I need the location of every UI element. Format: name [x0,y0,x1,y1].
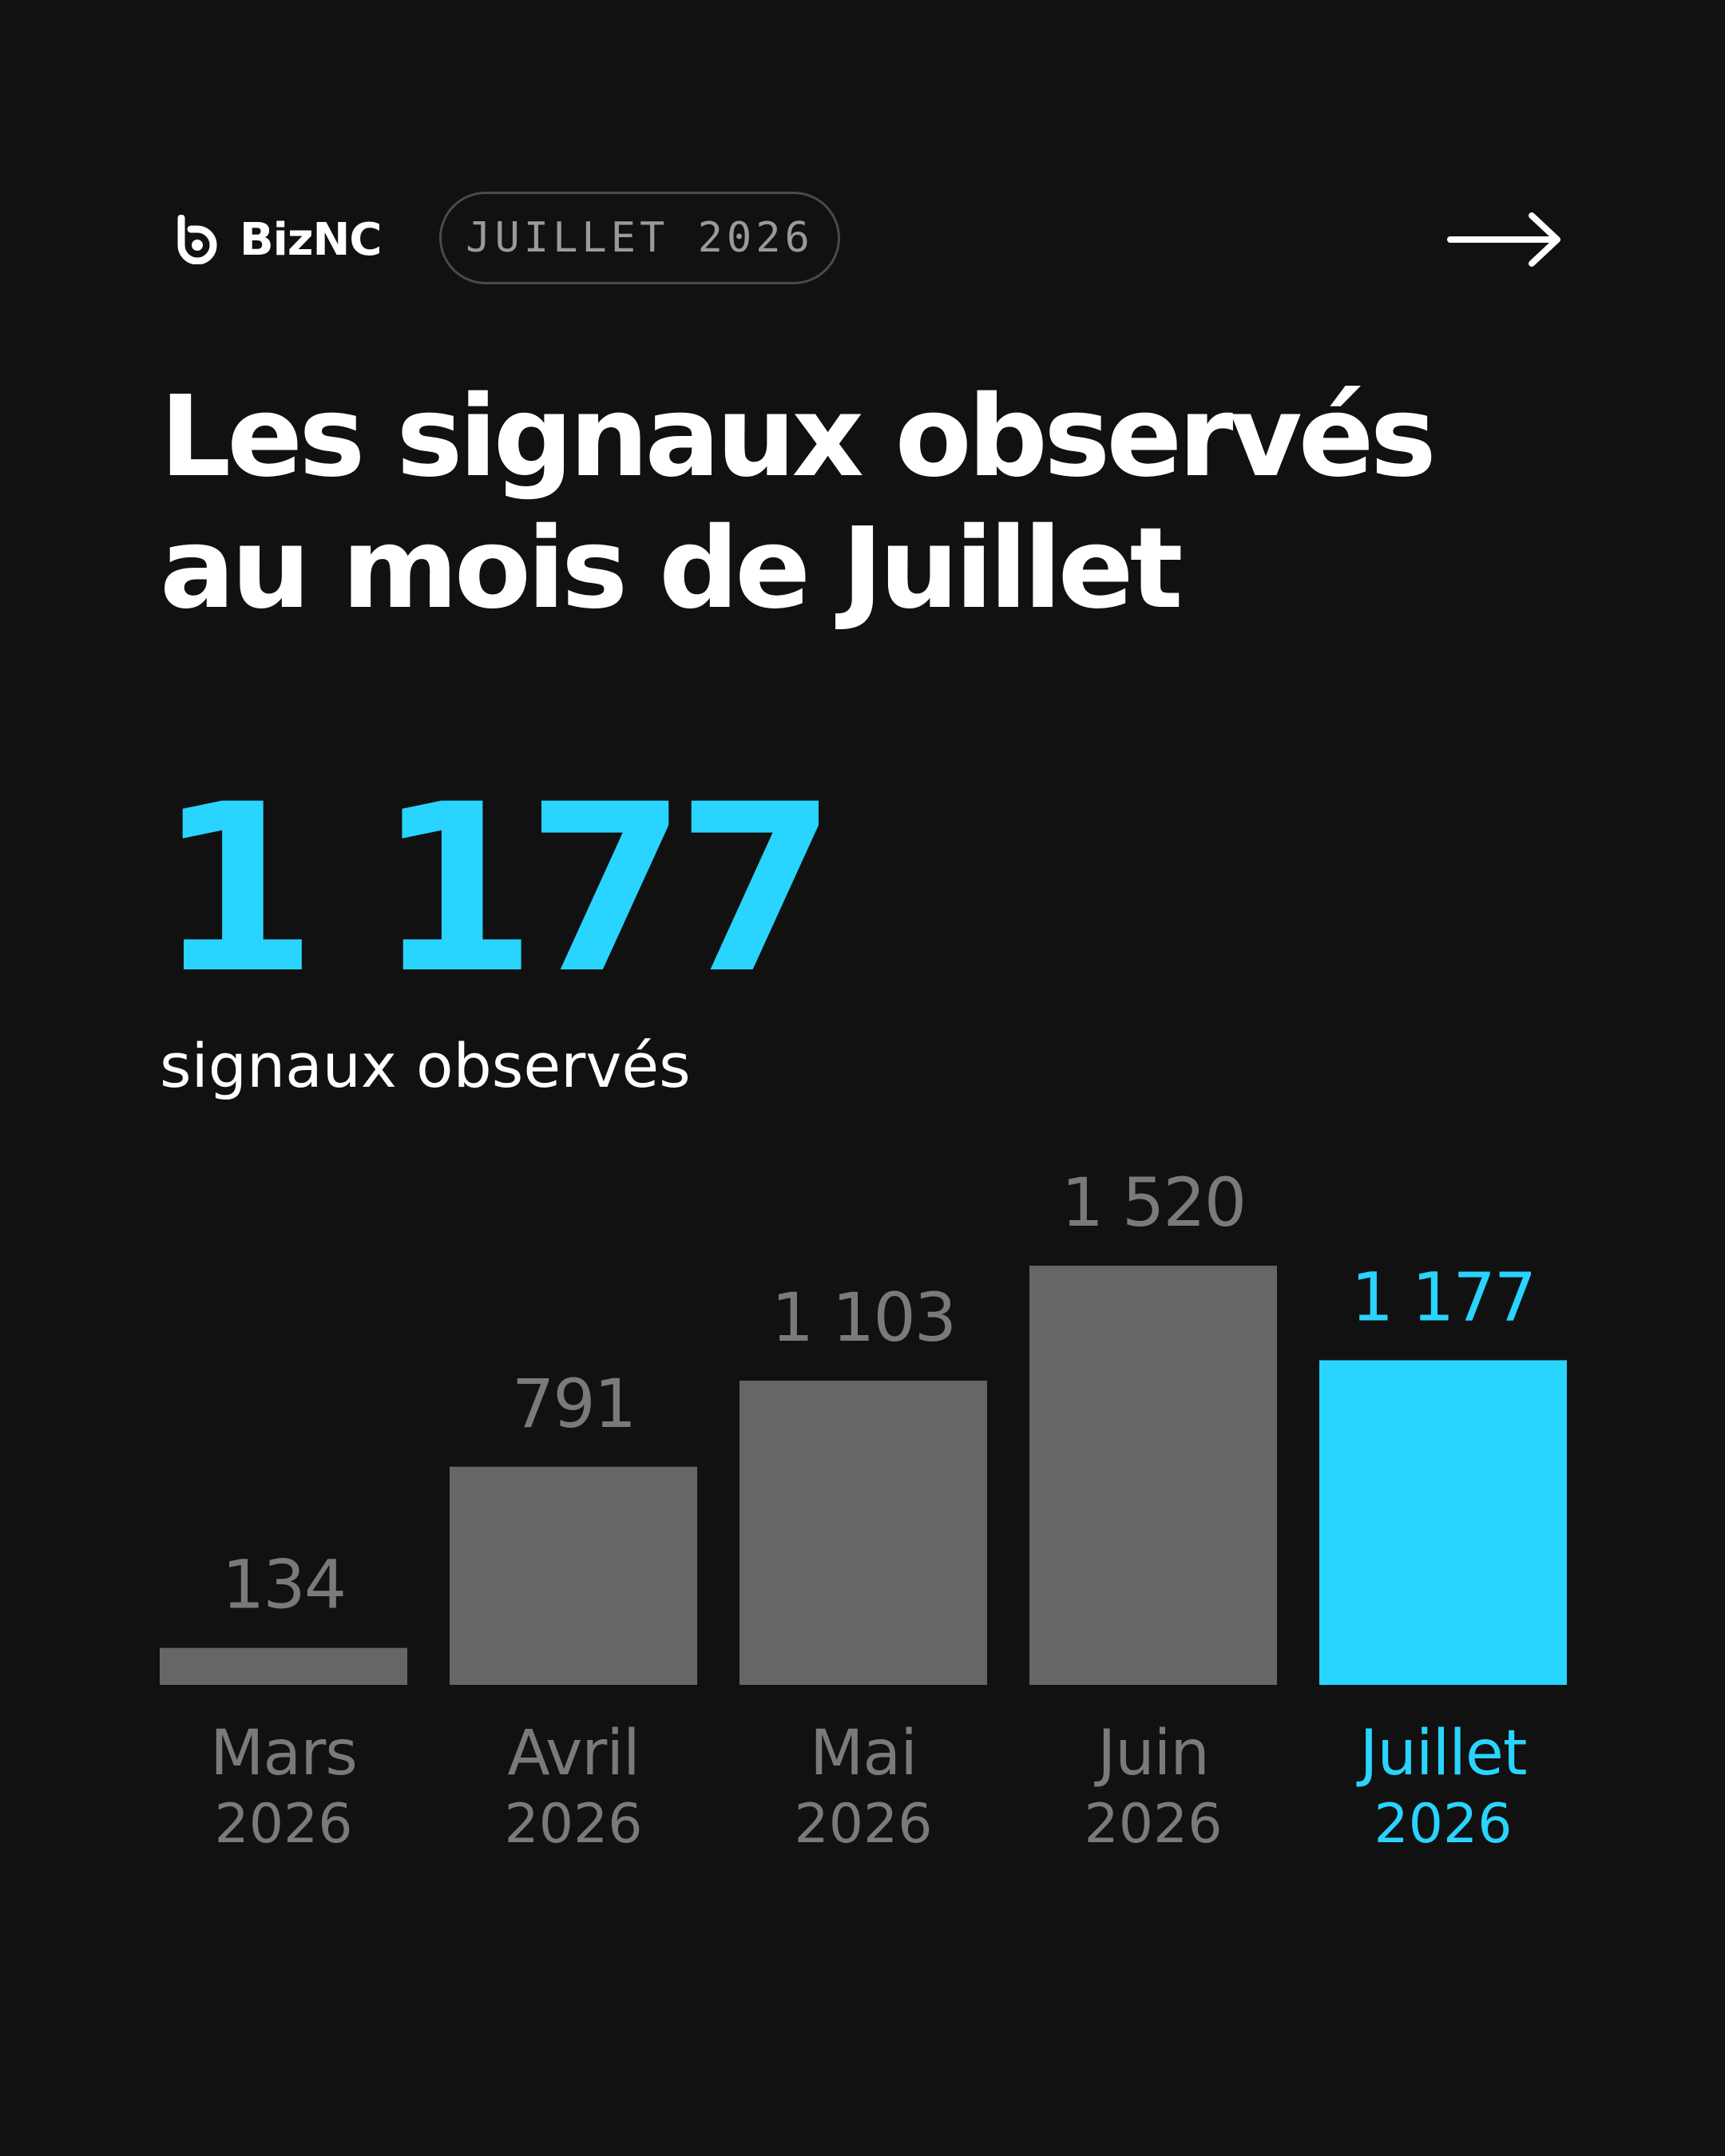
page-title-line-1: Les signaux observés [160,372,1437,502]
category-year-avril: 2026 [504,1793,642,1856]
brand-name: BizNC [240,213,382,266]
bar-avril [450,1466,697,1685]
page-title-line-2: au mois de Juillet [160,504,1184,634]
highlight-value: 1 177 [157,755,837,1024]
category-year-mars: 2026 [214,1793,352,1856]
brand: BizNC [172,212,382,267]
bar-mai [740,1381,987,1685]
category-label-juin: Juin [1093,1718,1209,1789]
bar-juin [1029,1266,1277,1685]
bar-value-label-juillet: 1 177 [1351,1258,1535,1336]
page-title: Les signaux observés au mois de Juillet [160,371,1597,635]
period-badge: JUILLET 2026 [439,192,840,284]
category-label-mars: Mars [210,1718,357,1789]
highlight-caption: signaux observés [160,1030,691,1101]
biznc-logo-icon [177,215,217,264]
category-label-avril: Avril [507,1718,639,1789]
category-year-mai: 2026 [794,1793,932,1856]
category-label-juillet: Juillet [1355,1718,1526,1789]
bar-value-label-juin: 1 520 [1061,1163,1245,1242]
category-label-mai: Mai [810,1718,917,1789]
bar-mars [160,1647,407,1685]
arrow-right-icon[interactable] [1445,208,1565,271]
bar-value-label-mars: 134 [222,1546,345,1624]
bar-juillet [1319,1360,1567,1685]
bar-value-label-mai: 1 103 [771,1278,955,1357]
header: BizNC JUILLET 2026 [160,192,1565,287]
category-year-juin: 2026 [1084,1793,1222,1856]
bar-value-label-avril: 791 [512,1365,635,1443]
category-year-juillet: 2026 [1374,1793,1512,1856]
